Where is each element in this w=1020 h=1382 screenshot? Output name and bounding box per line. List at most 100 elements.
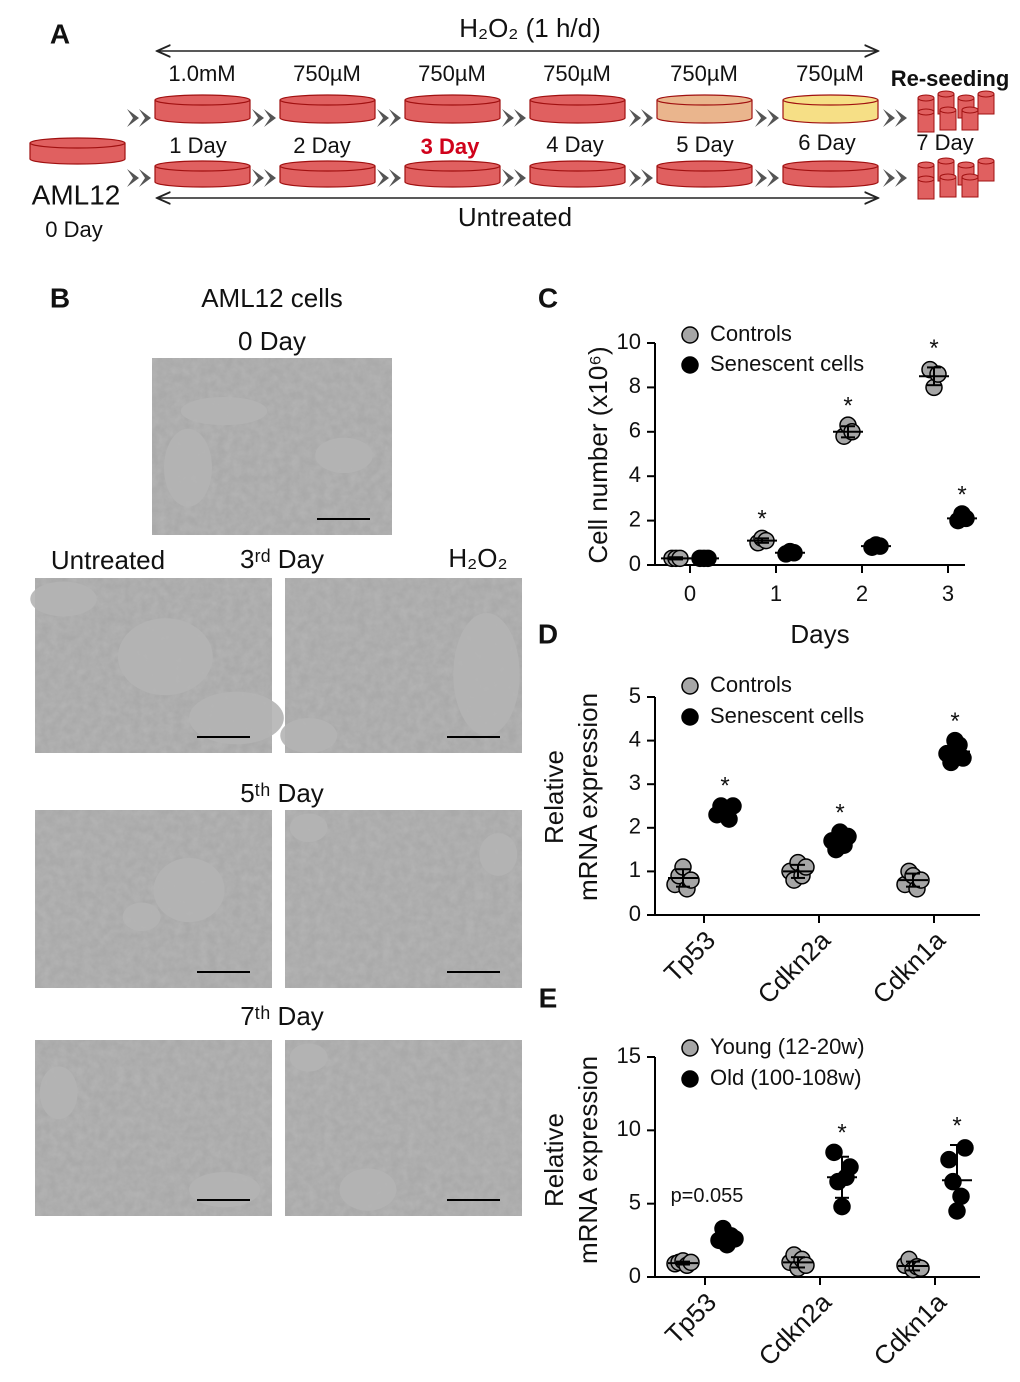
dish [404, 160, 501, 188]
dish [529, 94, 626, 124]
micrograph [35, 1040, 272, 1216]
micrograph-texture [285, 810, 522, 988]
chevron [755, 169, 767, 187]
well-top [917, 94, 935, 102]
protocol-diagram: 1.0mM 750µM 750µM 750µM 750µM 750µM [29, 61, 995, 200]
well-top [917, 161, 935, 169]
dish [29, 137, 126, 165]
x-tick-label: Cdkn1a [868, 1287, 953, 1372]
y-tick-label: 10 [617, 329, 641, 354]
dose-label: 750µM [796, 61, 864, 86]
y-tick-label: 10 [617, 1116, 641, 1141]
empty-area [189, 1172, 261, 1208]
chevron [629, 169, 641, 187]
chevron [252, 169, 264, 187]
timepoint-label: 3ʳᵈ Day [240, 544, 324, 574]
dish-top [782, 94, 879, 106]
significance-label: * [957, 481, 966, 508]
x-tick-label: Cdkn1a [867, 925, 952, 1010]
chevron [139, 169, 151, 187]
y-axis-label: Relative [539, 750, 569, 844]
dish [279, 160, 376, 188]
x-tick-label: Cdkn2a [753, 1287, 838, 1372]
y-tick-label: 1 [629, 857, 641, 882]
dish [656, 94, 753, 124]
well-top [977, 90, 995, 98]
chevron [377, 109, 389, 127]
y-tick-label: 6 [629, 418, 641, 443]
x-axis-label: Days [790, 619, 849, 649]
dish [656, 160, 753, 188]
empty-area [39, 1066, 78, 1120]
micrograph [30, 578, 284, 753]
data-point [825, 1143, 843, 1162]
day-label: 1 Day [169, 133, 226, 158]
chevron [264, 109, 276, 127]
y-axis-label: Cell number (x10⁶) [583, 346, 613, 563]
micrograph [152, 358, 392, 535]
x-tick-label: 0 [684, 581, 696, 606]
significance-label: * [929, 335, 938, 362]
micrograph [280, 578, 522, 753]
reseeding-label: Re-seeding [891, 66, 1010, 91]
significance-label: * [835, 800, 844, 827]
column-label: Untreated [51, 545, 165, 575]
data-point [944, 1172, 962, 1191]
y-axis-label: mRNA expression [573, 1056, 603, 1264]
y-tick-label: 5 [629, 1189, 641, 1214]
empty-area [339, 1168, 397, 1211]
dish-top [154, 94, 251, 106]
empty-area [164, 428, 212, 507]
treatment-label: H₂O₂ (1 h/d) [459, 13, 601, 43]
data-point [839, 827, 857, 846]
data-point [797, 1256, 815, 1275]
cell-line: AML12 [32, 179, 121, 210]
panel-letter: A [50, 18, 70, 49]
legend-marker [681, 326, 699, 344]
y-axis-label: Relative [539, 1113, 569, 1207]
chevron [641, 109, 653, 127]
well-top [939, 106, 957, 114]
empty-area [479, 833, 518, 876]
legend-marker [681, 677, 699, 695]
empty-area [453, 613, 520, 736]
chevron [641, 169, 653, 187]
chevron [389, 109, 401, 127]
well-top [937, 157, 955, 165]
dish-top [404, 94, 501, 106]
empty-area [315, 437, 373, 474]
data-point [833, 1197, 851, 1216]
y-tick-label: 4 [629, 726, 641, 751]
empty-area [189, 691, 284, 745]
data-point [797, 858, 815, 876]
dose-label: 750µM [670, 61, 738, 86]
start-day: 0 Day [45, 217, 102, 242]
micrograph [285, 1040, 522, 1216]
y-axis-label: mRNA expression [573, 693, 603, 901]
chevron [883, 169, 895, 187]
y-tick-label: 3 [629, 770, 641, 795]
dish-top [529, 94, 626, 106]
x-tick-label: 2 [856, 581, 868, 606]
dish-top [29, 137, 126, 149]
empty-area [117, 618, 213, 696]
well-top [937, 90, 955, 98]
panel-title: AML12 cells [201, 283, 343, 313]
legend-label: Old (100-108w) [710, 1065, 862, 1090]
significance-label: * [843, 392, 852, 419]
dish-top [279, 160, 376, 172]
empty-area [122, 902, 161, 932]
well-top [977, 157, 995, 165]
day-label: 2 Day [293, 133, 350, 158]
chevron [502, 109, 514, 127]
well-top [957, 161, 975, 169]
panel-letter: B [50, 282, 70, 313]
day-label: 4 Day [546, 132, 603, 157]
chevron [883, 109, 895, 127]
chevron [377, 169, 389, 187]
legend-marker [681, 708, 699, 726]
day-label: 7 Day [916, 130, 973, 155]
legend-label: Senescent cells [710, 351, 864, 376]
well-top [917, 175, 935, 183]
well-top [939, 173, 957, 181]
